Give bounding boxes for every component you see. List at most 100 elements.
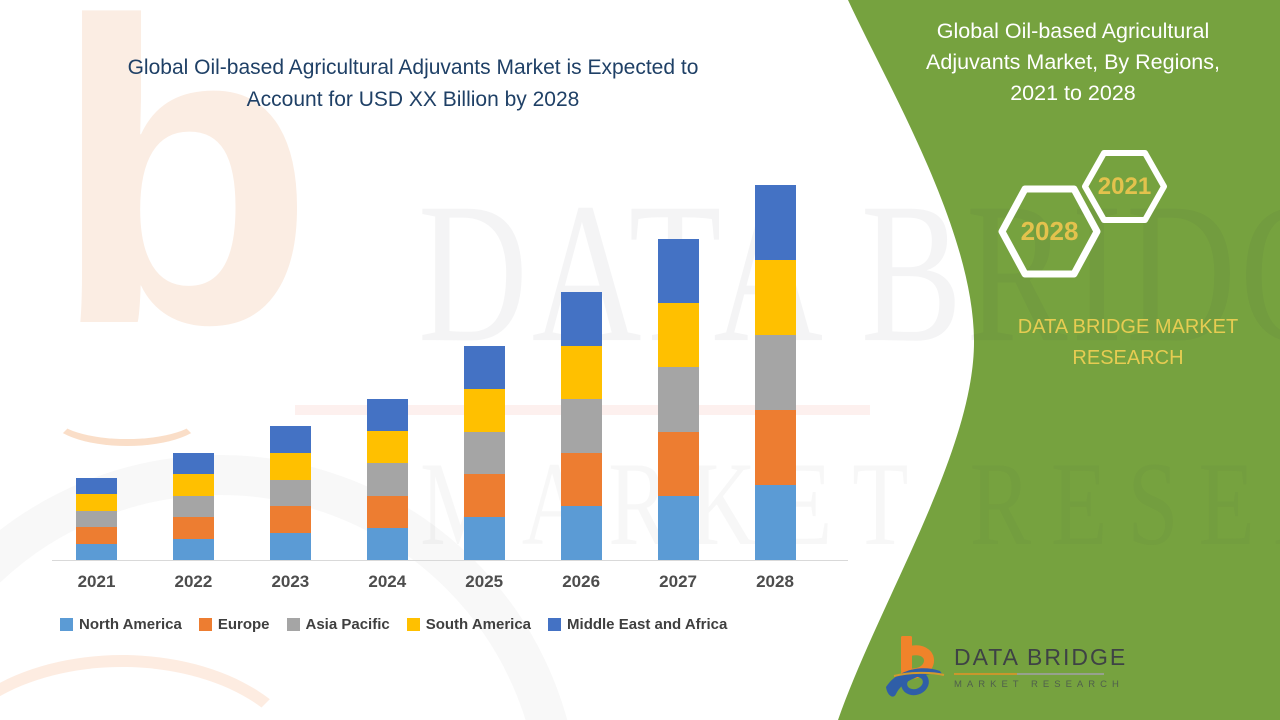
watermark-b-letter: b bbox=[52, 0, 315, 414]
bar-segment-asia-pacific bbox=[463, 431, 505, 475]
bar-segment-middle-east-and-africa bbox=[172, 453, 214, 475]
legend-item: Asia Pacific bbox=[286, 616, 390, 633]
right-panel-title: Global Oil-based Agricultural Adjuvants … bbox=[890, 16, 1256, 109]
logo-subtitle: MARKET RESEARCH bbox=[954, 679, 1124, 690]
x-axis-label: 2022 bbox=[174, 572, 213, 591]
bar-segment-south-america bbox=[463, 388, 505, 432]
bar-2025 bbox=[463, 346, 505, 560]
watermark-orange-arc bbox=[50, 388, 204, 446]
hexagon-2021: 2021 bbox=[1082, 150, 1167, 223]
bar-segment-north-america bbox=[172, 538, 214, 560]
legend-label: Middle East and Africa bbox=[567, 616, 728, 633]
hexagon-2028: 2028 bbox=[998, 185, 1101, 278]
legend-item: North America bbox=[60, 616, 182, 633]
bar-segment-middle-east-and-africa bbox=[657, 239, 699, 304]
bar-segment-asia-pacific bbox=[172, 495, 214, 518]
legend-label: Europe bbox=[217, 616, 270, 633]
hexagon-2028-year: 2028 bbox=[1020, 216, 1079, 246]
legend-label: North America bbox=[79, 616, 182, 633]
bar-segment-south-america bbox=[76, 494, 117, 511]
right-panel-title-line2: Adjuvants Market, By Regions, bbox=[926, 50, 1220, 74]
bar-segment-middle-east-and-africa bbox=[269, 426, 311, 453]
bar-segment-asia-pacific bbox=[560, 399, 602, 453]
bar-segment-europe bbox=[560, 452, 602, 507]
x-axis-label: 2027 bbox=[659, 572, 697, 591]
right-panel-title-line1: Global Oil-based Agricultural bbox=[936, 19, 1210, 43]
x-axis-line bbox=[52, 560, 848, 561]
bar-segment-europe bbox=[754, 410, 796, 485]
x-axis-label: 2023 bbox=[271, 572, 310, 591]
x-axis-label: 2028 bbox=[756, 572, 794, 591]
bar-segment-asia-pacific bbox=[754, 335, 796, 410]
chart-title-line2: Account for USD XX Billion by 2028 bbox=[246, 88, 580, 111]
data-bridge-logo-icon bbox=[886, 636, 945, 697]
bar-segment-south-america bbox=[366, 431, 408, 464]
bar-2022 bbox=[172, 453, 214, 560]
logo-text-block: DATA BRIDGE MARKET RESEARCH bbox=[954, 644, 1127, 690]
bar-segment-europe bbox=[76, 527, 117, 544]
legend-item: Europe bbox=[198, 616, 270, 633]
bar-segment-middle-east-and-africa bbox=[560, 292, 602, 346]
chart-legend: North America Europe Asia Pacific South Ame… bbox=[60, 616, 860, 633]
bar-2023 bbox=[269, 426, 311, 560]
legend-label: South America bbox=[425, 616, 532, 633]
legend-swatch bbox=[548, 618, 562, 631]
x-axis-labels: 2021 2022 2023 2024 2025 2026 2027 2028 bbox=[0, 572, 900, 596]
bar-segment-middle-east-and-africa bbox=[366, 399, 408, 432]
bar-segment-asia-pacific bbox=[76, 510, 117, 528]
x-axis-label: 2026 bbox=[562, 572, 601, 591]
bar-2027 bbox=[657, 239, 699, 560]
legend-item: South America bbox=[406, 616, 532, 633]
bar-segment-south-america bbox=[560, 345, 602, 400]
bar-segment-europe bbox=[366, 495, 408, 528]
logo-gold-line bbox=[893, 671, 945, 677]
bar-segment-middle-east-and-africa bbox=[463, 346, 505, 389]
legend-swatch bbox=[198, 618, 212, 631]
bar-segment-south-america bbox=[269, 452, 311, 480]
legend-item: Middle East and Africa bbox=[548, 616, 727, 633]
bar-2021 bbox=[76, 478, 117, 560]
x-axis-label: 2024 bbox=[368, 572, 407, 591]
x-axis-label: 2025 bbox=[465, 572, 504, 591]
bar-segment-south-america bbox=[172, 474, 214, 496]
x-axis-label: 2021 bbox=[77, 572, 116, 591]
bar-2024 bbox=[366, 399, 408, 560]
chart-title-line1: Global Oil-based Agricultural Adjuvants … bbox=[127, 56, 699, 79]
bar-segment-north-america bbox=[269, 533, 311, 560]
legend-swatch bbox=[406, 618, 420, 631]
brand-text: DATA BRIDGE MARKET RESEARCH bbox=[1017, 316, 1239, 369]
legend-swatch bbox=[286, 618, 300, 631]
logo-divider bbox=[954, 673, 1104, 675]
bar-segment-south-america bbox=[754, 260, 796, 335]
bar-segment-south-america bbox=[657, 303, 699, 368]
data-bridge-logo: DATA BRIDGE MARKET RESEARCH bbox=[884, 634, 1127, 700]
bar-segment-asia-pacific bbox=[657, 367, 699, 432]
bar-segment-middle-east-and-africa bbox=[76, 478, 117, 495]
hexagon-2021-year: 2021 bbox=[1097, 172, 1152, 200]
plot-area bbox=[76, 185, 796, 560]
bar-segment-north-america bbox=[560, 506, 602, 560]
bar-segment-north-america bbox=[463, 517, 505, 560]
bar-segment-europe bbox=[269, 506, 311, 534]
bar-segment-north-america bbox=[366, 527, 408, 560]
bar-segment-north-america bbox=[76, 543, 117, 560]
bar-segment-europe bbox=[463, 474, 505, 518]
bar-segment-europe bbox=[172, 517, 214, 539]
right-panel-title-line3: 2021 to 2028 bbox=[1010, 81, 1136, 105]
bar-segment-middle-east-and-africa bbox=[754, 185, 796, 260]
logo-name: DATA BRIDGE bbox=[954, 644, 1128, 670]
bar-segment-asia-pacific bbox=[269, 479, 311, 507]
hexagon-large-icon bbox=[998, 185, 1101, 278]
legend-label: Asia Pacific bbox=[305, 616, 390, 633]
bar-segment-asia-pacific bbox=[366, 463, 408, 496]
logo-d-loop bbox=[901, 670, 929, 696]
hexagon-small-icon bbox=[1082, 150, 1167, 223]
chart-title: Global Oil-based Agricultural Adjuvants … bbox=[38, 52, 788, 116]
bar-segment-north-america bbox=[754, 485, 796, 560]
bar-segment-europe bbox=[657, 431, 699, 496]
bar-2026 bbox=[560, 292, 602, 560]
bar-2028 bbox=[754, 185, 796, 560]
legend-swatch bbox=[60, 618, 73, 631]
